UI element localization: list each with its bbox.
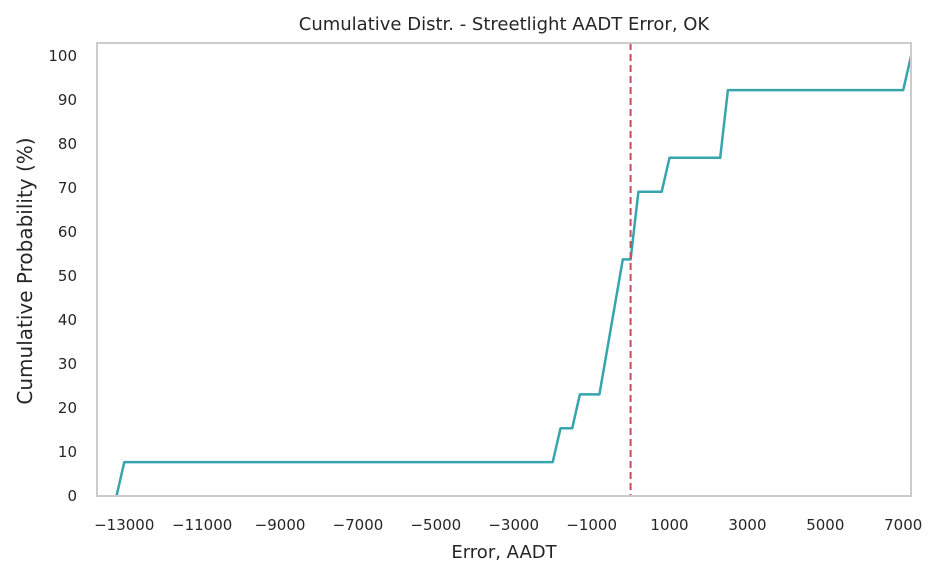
y-tick-label: 20 [58, 399, 77, 417]
x-tick-label: 3000 [728, 516, 766, 534]
y-axis-label: Cumulative Probability (%) [13, 137, 37, 404]
x-tick-label: 7000 [884, 516, 922, 534]
x-tick-label: 1000 [650, 516, 688, 534]
y-tick-label: 40 [58, 311, 77, 329]
y-tick-label: 10 [58, 443, 77, 461]
x-tick-label: −13000 [94, 516, 154, 534]
x-tick-label: −11000 [172, 516, 232, 534]
y-tick-label: 60 [58, 223, 77, 241]
plot-area [115, 43, 913, 497]
y-tick-label: 90 [58, 91, 77, 109]
cdf-series-line-0 [115, 55, 913, 497]
x-tick-label: −9000 [255, 516, 306, 534]
x-tick-label: −3000 [488, 516, 539, 534]
plot-frame [96, 42, 912, 497]
x-axis-label: Error, AADT [451, 542, 557, 563]
y-tick-label: 0 [67, 487, 77, 505]
y-tick-label: 100 [48, 47, 77, 65]
x-tick-label: 5000 [806, 516, 844, 534]
y-tick-label: 70 [58, 179, 77, 197]
x-tick-label: −1000 [566, 516, 617, 534]
x-tick-label: −5000 [410, 516, 461, 534]
y-axis-ticks: 0 10 20 30 40 50 60 70 80 90 100 [48, 47, 77, 505]
y-tick-label: 30 [58, 355, 77, 373]
x-axis-ticks: −13000 −11000 −9000 −7000 −5000 −3000 −1000 100… [94, 516, 922, 534]
y-tick-label: 80 [58, 135, 77, 153]
y-tick-label: 50 [58, 267, 77, 285]
chart-title: Cumulative Distr. - Streetlight AADT Err… [299, 14, 711, 35]
x-tick-label: −7000 [333, 516, 384, 534]
